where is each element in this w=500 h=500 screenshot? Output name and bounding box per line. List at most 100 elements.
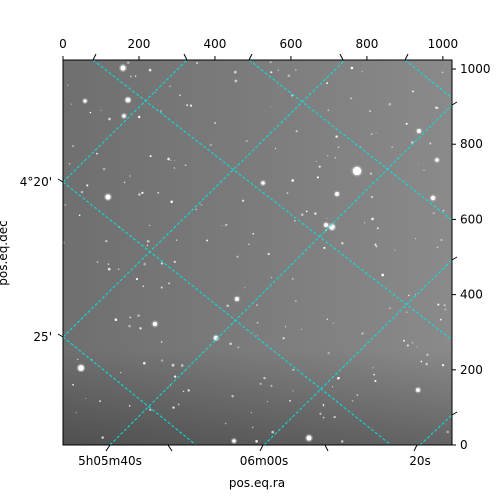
faint-star bbox=[322, 416, 325, 419]
faint-star bbox=[250, 412, 252, 414]
faint-star bbox=[423, 169, 425, 171]
faint-star bbox=[420, 360, 423, 363]
faint-star bbox=[337, 146, 340, 148]
top-pixel-ticks: 0 200 400 600 800 1000 bbox=[59, 37, 458, 60]
faint-star bbox=[99, 400, 101, 402]
faint-star bbox=[443, 304, 446, 307]
faint-star bbox=[340, 440, 344, 443]
grid-line-ra bbox=[109, 104, 452, 445]
faint-star bbox=[446, 430, 450, 434]
faint-star bbox=[209, 143, 212, 147]
faint-star bbox=[108, 117, 111, 121]
faint-star bbox=[270, 71, 273, 74]
bright-star bbox=[152, 321, 158, 327]
faint-star bbox=[406, 344, 409, 347]
faint-star bbox=[373, 373, 376, 376]
faint-star bbox=[425, 362, 429, 366]
faint-star bbox=[291, 277, 294, 280]
faint-star bbox=[139, 327, 142, 330]
faint-star bbox=[169, 85, 171, 87]
faint-star bbox=[68, 163, 71, 165]
bright-star bbox=[352, 166, 362, 176]
ra-tick-label-1: 5h05m40s bbox=[78, 454, 142, 468]
faint-star bbox=[294, 300, 297, 302]
top-tick-label: 800 bbox=[355, 37, 378, 51]
faint-star bbox=[289, 400, 291, 402]
faint-star bbox=[271, 430, 275, 434]
faint-star bbox=[418, 164, 420, 166]
faint-star bbox=[186, 104, 189, 107]
faint-star bbox=[129, 75, 132, 78]
faint-star bbox=[129, 316, 132, 319]
faint-star bbox=[114, 318, 118, 322]
faint-star bbox=[173, 167, 176, 169]
faint-star bbox=[138, 193, 141, 196]
bright-star bbox=[122, 114, 126, 118]
faint-star bbox=[160, 286, 163, 289]
faint-star bbox=[75, 412, 77, 414]
faint-star bbox=[316, 176, 319, 179]
faint-star bbox=[259, 382, 262, 386]
faint-star bbox=[234, 79, 238, 83]
faint-star bbox=[444, 308, 447, 311]
faint-star bbox=[177, 403, 180, 406]
top-ra-ticks bbox=[92, 53, 409, 61]
plot-frame bbox=[62, 59, 453, 446]
faint-star bbox=[295, 130, 298, 133]
faint-star bbox=[64, 204, 67, 206]
faint-star bbox=[370, 195, 373, 199]
faint-star bbox=[271, 276, 273, 279]
faint-star bbox=[224, 422, 227, 425]
faint-star bbox=[120, 372, 122, 374]
star-field bbox=[63, 60, 450, 445]
bright-star bbox=[125, 97, 131, 103]
faint-star bbox=[331, 386, 334, 388]
faint-star bbox=[214, 122, 216, 124]
faint-star bbox=[96, 152, 98, 155]
faint-star bbox=[426, 353, 429, 356]
top-tick-label: 600 bbox=[279, 37, 302, 51]
faint-star bbox=[408, 294, 410, 297]
right-pixel-ticks: 1000 800 600 400 200 0 bbox=[452, 62, 491, 452]
faint-star bbox=[439, 318, 442, 321]
coordinate-grid bbox=[63, 60, 452, 445]
faint-star bbox=[292, 390, 294, 392]
faint-star bbox=[226, 223, 229, 225]
faint-star bbox=[435, 106, 438, 109]
faint-star bbox=[148, 68, 152, 72]
faint-star bbox=[292, 368, 295, 371]
faint-star bbox=[72, 145, 75, 148]
faint-star bbox=[294, 69, 297, 71]
faint-star bbox=[315, 160, 318, 162]
faint-star bbox=[286, 192, 289, 194]
faint-star bbox=[80, 190, 84, 194]
faint-star bbox=[381, 273, 385, 277]
faint-star bbox=[127, 61, 130, 64]
faint-star bbox=[327, 155, 329, 157]
ra-tick-label-3: 20s bbox=[409, 454, 431, 468]
faint-star bbox=[314, 212, 317, 215]
bright-star bbox=[329, 224, 335, 230]
faint-star bbox=[146, 239, 150, 243]
faint-star bbox=[371, 217, 374, 221]
faint-star bbox=[159, 110, 163, 113]
faint-star bbox=[256, 321, 259, 324]
faint-star bbox=[394, 249, 396, 252]
top-tick-label: 1000 bbox=[428, 37, 459, 51]
right-tick-label: 600 bbox=[460, 212, 483, 226]
bright-star bbox=[324, 223, 328, 227]
faint-star bbox=[351, 399, 354, 402]
faint-star bbox=[437, 303, 440, 306]
faint-star bbox=[141, 191, 144, 195]
faint-star bbox=[196, 62, 199, 65]
bright-star bbox=[335, 192, 339, 196]
faint-star bbox=[173, 260, 176, 264]
faint-star bbox=[270, 384, 273, 388]
faint-star bbox=[170, 159, 172, 162]
faint-star bbox=[237, 346, 240, 349]
grid-line-ra bbox=[419, 414, 452, 445]
faint-star bbox=[102, 167, 106, 171]
faint-star bbox=[135, 277, 139, 281]
faint-star bbox=[148, 224, 151, 227]
faint-star bbox=[326, 217, 328, 219]
